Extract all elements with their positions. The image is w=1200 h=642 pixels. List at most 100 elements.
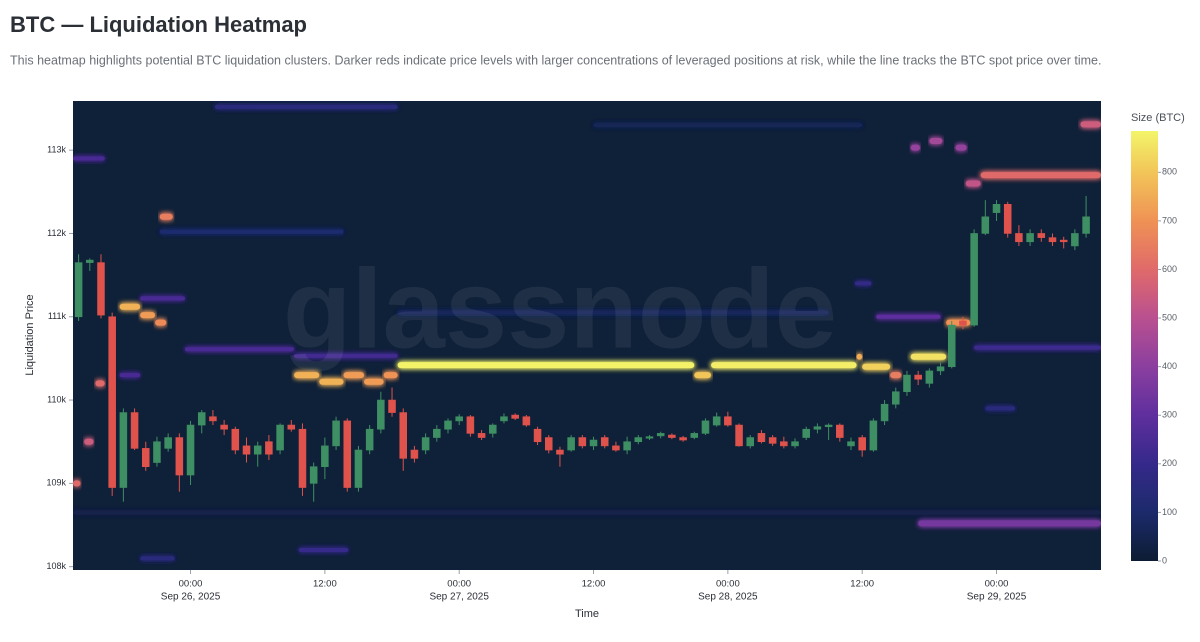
x-tick-label: 12:00 bbox=[850, 579, 874, 590]
candle-body bbox=[186, 424, 195, 476]
colorbar-tick-label: 0 bbox=[1162, 555, 1167, 565]
colorbar-tick-label: 500 bbox=[1162, 312, 1177, 322]
chart-title: BTC — Liquidation Heatmap bbox=[10, 12, 307, 37]
liquidation-band bbox=[974, 345, 1101, 350]
candle-body bbox=[600, 437, 609, 447]
candle-body bbox=[544, 437, 553, 451]
x-tick-label: 00:00 bbox=[716, 579, 740, 590]
y-tick-label: 111k bbox=[48, 311, 67, 321]
candle-body bbox=[533, 428, 542, 443]
x-tick-label: 00:00 bbox=[447, 579, 471, 590]
candle-body bbox=[365, 428, 374, 451]
x-tick-date: Sep 29, 2025 bbox=[967, 592, 1027, 603]
y-tick-label: 112k bbox=[47, 228, 66, 238]
candle-body bbox=[679, 437, 687, 441]
candle-body bbox=[130, 412, 139, 449]
candle-body bbox=[880, 403, 889, 422]
liquidation-band bbox=[593, 123, 863, 128]
liquidation-band bbox=[910, 353, 947, 360]
candle-body bbox=[1082, 216, 1090, 234]
candle-body bbox=[892, 391, 900, 405]
candle-body bbox=[1015, 233, 1023, 243]
liquidation-band bbox=[140, 556, 175, 561]
candle-body bbox=[970, 233, 978, 326]
candle-body bbox=[343, 420, 352, 488]
candle-body bbox=[791, 441, 799, 447]
candle-body bbox=[455, 416, 463, 422]
candle-body bbox=[466, 416, 475, 434]
colorbar-tick-label: 700 bbox=[1162, 215, 1177, 225]
candle-body bbox=[959, 320, 967, 326]
liquidation-band bbox=[155, 319, 167, 326]
x-tick-date: Sep 27, 2025 bbox=[429, 592, 489, 603]
liquidation-band bbox=[711, 362, 857, 369]
y-tick-label: 109k bbox=[46, 478, 66, 488]
candle-body bbox=[1026, 233, 1034, 243]
candle-body bbox=[802, 428, 810, 438]
candle-body bbox=[399, 412, 407, 459]
candle-body bbox=[209, 416, 217, 422]
candle-body bbox=[836, 424, 844, 438]
liquidation-band bbox=[397, 310, 829, 315]
liquidation-band bbox=[890, 372, 902, 379]
liquidation-band bbox=[119, 373, 141, 378]
candle-body bbox=[936, 366, 945, 372]
liquidation-band bbox=[856, 353, 863, 360]
candle-body bbox=[388, 399, 396, 413]
liquidation-band bbox=[965, 180, 981, 187]
candle-body bbox=[141, 448, 150, 468]
x-tick-date: Sep 28, 2025 bbox=[698, 592, 758, 603]
liquidation-band bbox=[876, 314, 941, 319]
candle-body bbox=[556, 449, 564, 455]
candle-body bbox=[298, 428, 307, 488]
liquidation-band bbox=[214, 104, 398, 109]
liquidation-band bbox=[383, 372, 398, 379]
candle-body bbox=[197, 412, 206, 426]
colorbar-tick-label: 300 bbox=[1162, 410, 1177, 420]
candle-body bbox=[175, 437, 184, 476]
x-tick-label: 12:00 bbox=[313, 579, 337, 590]
candle-body bbox=[903, 374, 911, 393]
candle-body bbox=[914, 374, 922, 380]
liquidation-band bbox=[84, 438, 94, 445]
liquidation-band bbox=[343, 372, 365, 379]
liquidation-band bbox=[319, 378, 344, 385]
colorbar-title: Size (BTC) bbox=[1131, 112, 1185, 124]
candles bbox=[74, 195, 1090, 502]
liquidation-band bbox=[298, 548, 349, 553]
candle-body bbox=[1071, 233, 1079, 247]
liquidation-band bbox=[140, 296, 185, 301]
x-tick-label: 00:00 bbox=[985, 579, 1009, 590]
liquidation-band bbox=[918, 520, 1101, 527]
candle-body bbox=[712, 416, 721, 426]
candle-body bbox=[86, 259, 94, 263]
liquidation-band bbox=[694, 372, 712, 379]
candle-body bbox=[489, 424, 497, 434]
candle-body bbox=[668, 434, 676, 438]
liquidation-band bbox=[910, 144, 921, 151]
candle-body bbox=[309, 466, 318, 484]
candle-body bbox=[634, 437, 643, 443]
candle-body bbox=[287, 424, 296, 430]
liquidation-band bbox=[184, 347, 295, 352]
candle-body bbox=[735, 424, 743, 447]
candle-body bbox=[410, 449, 419, 459]
candle-body bbox=[858, 437, 866, 451]
candle-body bbox=[377, 399, 385, 430]
candle-body bbox=[724, 416, 732, 426]
watermark: glassnode bbox=[283, 247, 837, 372]
candle-body bbox=[981, 216, 990, 234]
chart-subtitle: This heatmap highlights potential BTC li… bbox=[10, 53, 1101, 67]
candle-body bbox=[321, 445, 329, 468]
candle-body bbox=[119, 412, 128, 488]
liquidation-band bbox=[929, 137, 943, 144]
x-tick-date: Sep 26, 2025 bbox=[161, 592, 221, 603]
axes: 0 100 200 300 400 500 600 700 800 108k 109k 110k 111… bbox=[46, 145, 1177, 603]
candle-body bbox=[589, 439, 598, 447]
candle-body bbox=[847, 441, 855, 447]
colorbar-tick-label: 800 bbox=[1162, 167, 1177, 177]
x-tick-label: 12:00 bbox=[582, 579, 606, 590]
liquidation-band bbox=[364, 378, 384, 385]
